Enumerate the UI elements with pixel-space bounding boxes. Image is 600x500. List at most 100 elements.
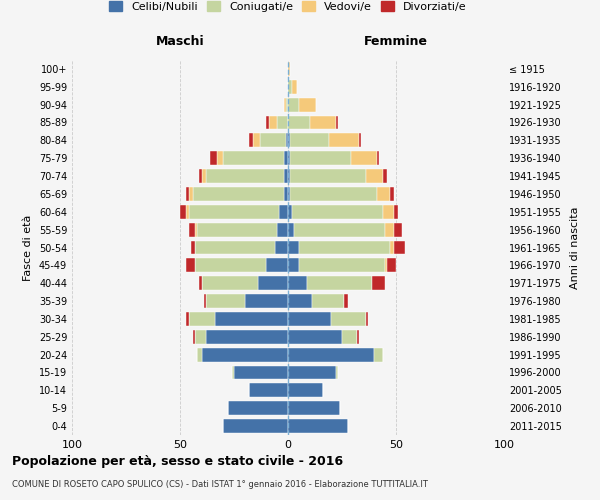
Bar: [197, 348, 202, 362]
Bar: [232, 366, 234, 380]
Bar: [195, 258, 266, 272]
Bar: [286, 98, 288, 112]
Bar: [299, 258, 385, 272]
Bar: [292, 80, 296, 94]
Bar: [288, 134, 290, 147]
Bar: [288, 330, 342, 344]
Bar: [284, 187, 288, 201]
Bar: [277, 222, 288, 236]
Bar: [284, 169, 288, 183]
Bar: [284, 98, 286, 112]
Bar: [383, 169, 388, 183]
Text: Maschi: Maschi: [155, 36, 205, 49]
Bar: [331, 312, 366, 326]
Bar: [266, 258, 288, 272]
Bar: [374, 348, 383, 362]
Bar: [344, 294, 349, 308]
Bar: [377, 151, 379, 165]
Bar: [249, 384, 288, 398]
Bar: [335, 116, 338, 130]
Bar: [249, 134, 253, 147]
Bar: [288, 366, 335, 380]
Bar: [310, 116, 335, 130]
Bar: [394, 240, 404, 254]
Bar: [307, 276, 372, 290]
Bar: [292, 205, 383, 219]
Bar: [288, 151, 290, 165]
Bar: [245, 294, 288, 308]
Bar: [288, 169, 290, 183]
Bar: [288, 116, 310, 130]
Bar: [288, 276, 307, 290]
Bar: [290, 134, 329, 147]
Bar: [193, 187, 284, 201]
Bar: [335, 366, 338, 380]
Bar: [195, 222, 197, 236]
Bar: [288, 258, 299, 272]
Bar: [206, 330, 288, 344]
Bar: [188, 187, 193, 201]
Bar: [260, 134, 286, 147]
Bar: [288, 222, 295, 236]
Bar: [193, 330, 195, 344]
Bar: [288, 205, 292, 219]
Bar: [342, 330, 357, 344]
Bar: [199, 276, 202, 290]
Bar: [383, 205, 394, 219]
Bar: [187, 258, 195, 272]
Bar: [227, 401, 288, 415]
Bar: [366, 312, 368, 326]
Bar: [188, 205, 280, 219]
Text: Popolazione per età, sesso e stato civile - 2016: Popolazione per età, sesso e stato civil…: [12, 455, 343, 468]
Bar: [385, 222, 394, 236]
Bar: [288, 80, 292, 94]
Bar: [223, 419, 288, 433]
Bar: [210, 151, 217, 165]
Bar: [288, 348, 374, 362]
Bar: [377, 187, 389, 201]
Y-axis label: Anni di nascita: Anni di nascita: [570, 206, 580, 289]
Bar: [290, 169, 366, 183]
Bar: [394, 222, 403, 236]
Bar: [188, 312, 215, 326]
Bar: [202, 348, 288, 362]
Bar: [195, 330, 206, 344]
Bar: [290, 187, 377, 201]
Bar: [288, 98, 299, 112]
Bar: [394, 205, 398, 219]
Bar: [385, 258, 388, 272]
Bar: [277, 116, 288, 130]
Bar: [197, 222, 277, 236]
Bar: [389, 187, 394, 201]
Bar: [217, 151, 223, 165]
Bar: [350, 151, 377, 165]
Bar: [288, 62, 290, 76]
Bar: [187, 205, 188, 219]
Bar: [288, 419, 349, 433]
Bar: [188, 222, 195, 236]
Bar: [299, 98, 316, 112]
Bar: [202, 169, 206, 183]
Y-axis label: Fasce di età: Fasce di età: [23, 214, 33, 280]
Bar: [312, 294, 344, 308]
Bar: [206, 169, 284, 183]
Bar: [180, 205, 187, 219]
Bar: [288, 240, 299, 254]
Bar: [388, 258, 396, 272]
Bar: [195, 240, 275, 254]
Text: COMUNE DI ROSETO CAPO SPULICO (CS) - Dati ISTAT 1° gennaio 2016 - Elaborazione T: COMUNE DI ROSETO CAPO SPULICO (CS) - Dat…: [12, 480, 428, 489]
Text: Femmine: Femmine: [364, 36, 428, 49]
Bar: [215, 312, 288, 326]
Bar: [253, 134, 260, 147]
Bar: [280, 205, 288, 219]
Bar: [389, 240, 394, 254]
Bar: [288, 384, 323, 398]
Bar: [286, 134, 288, 147]
Bar: [359, 134, 361, 147]
Bar: [223, 151, 284, 165]
Bar: [258, 276, 288, 290]
Bar: [288, 187, 290, 201]
Bar: [234, 366, 288, 380]
Bar: [191, 240, 195, 254]
Bar: [357, 330, 359, 344]
